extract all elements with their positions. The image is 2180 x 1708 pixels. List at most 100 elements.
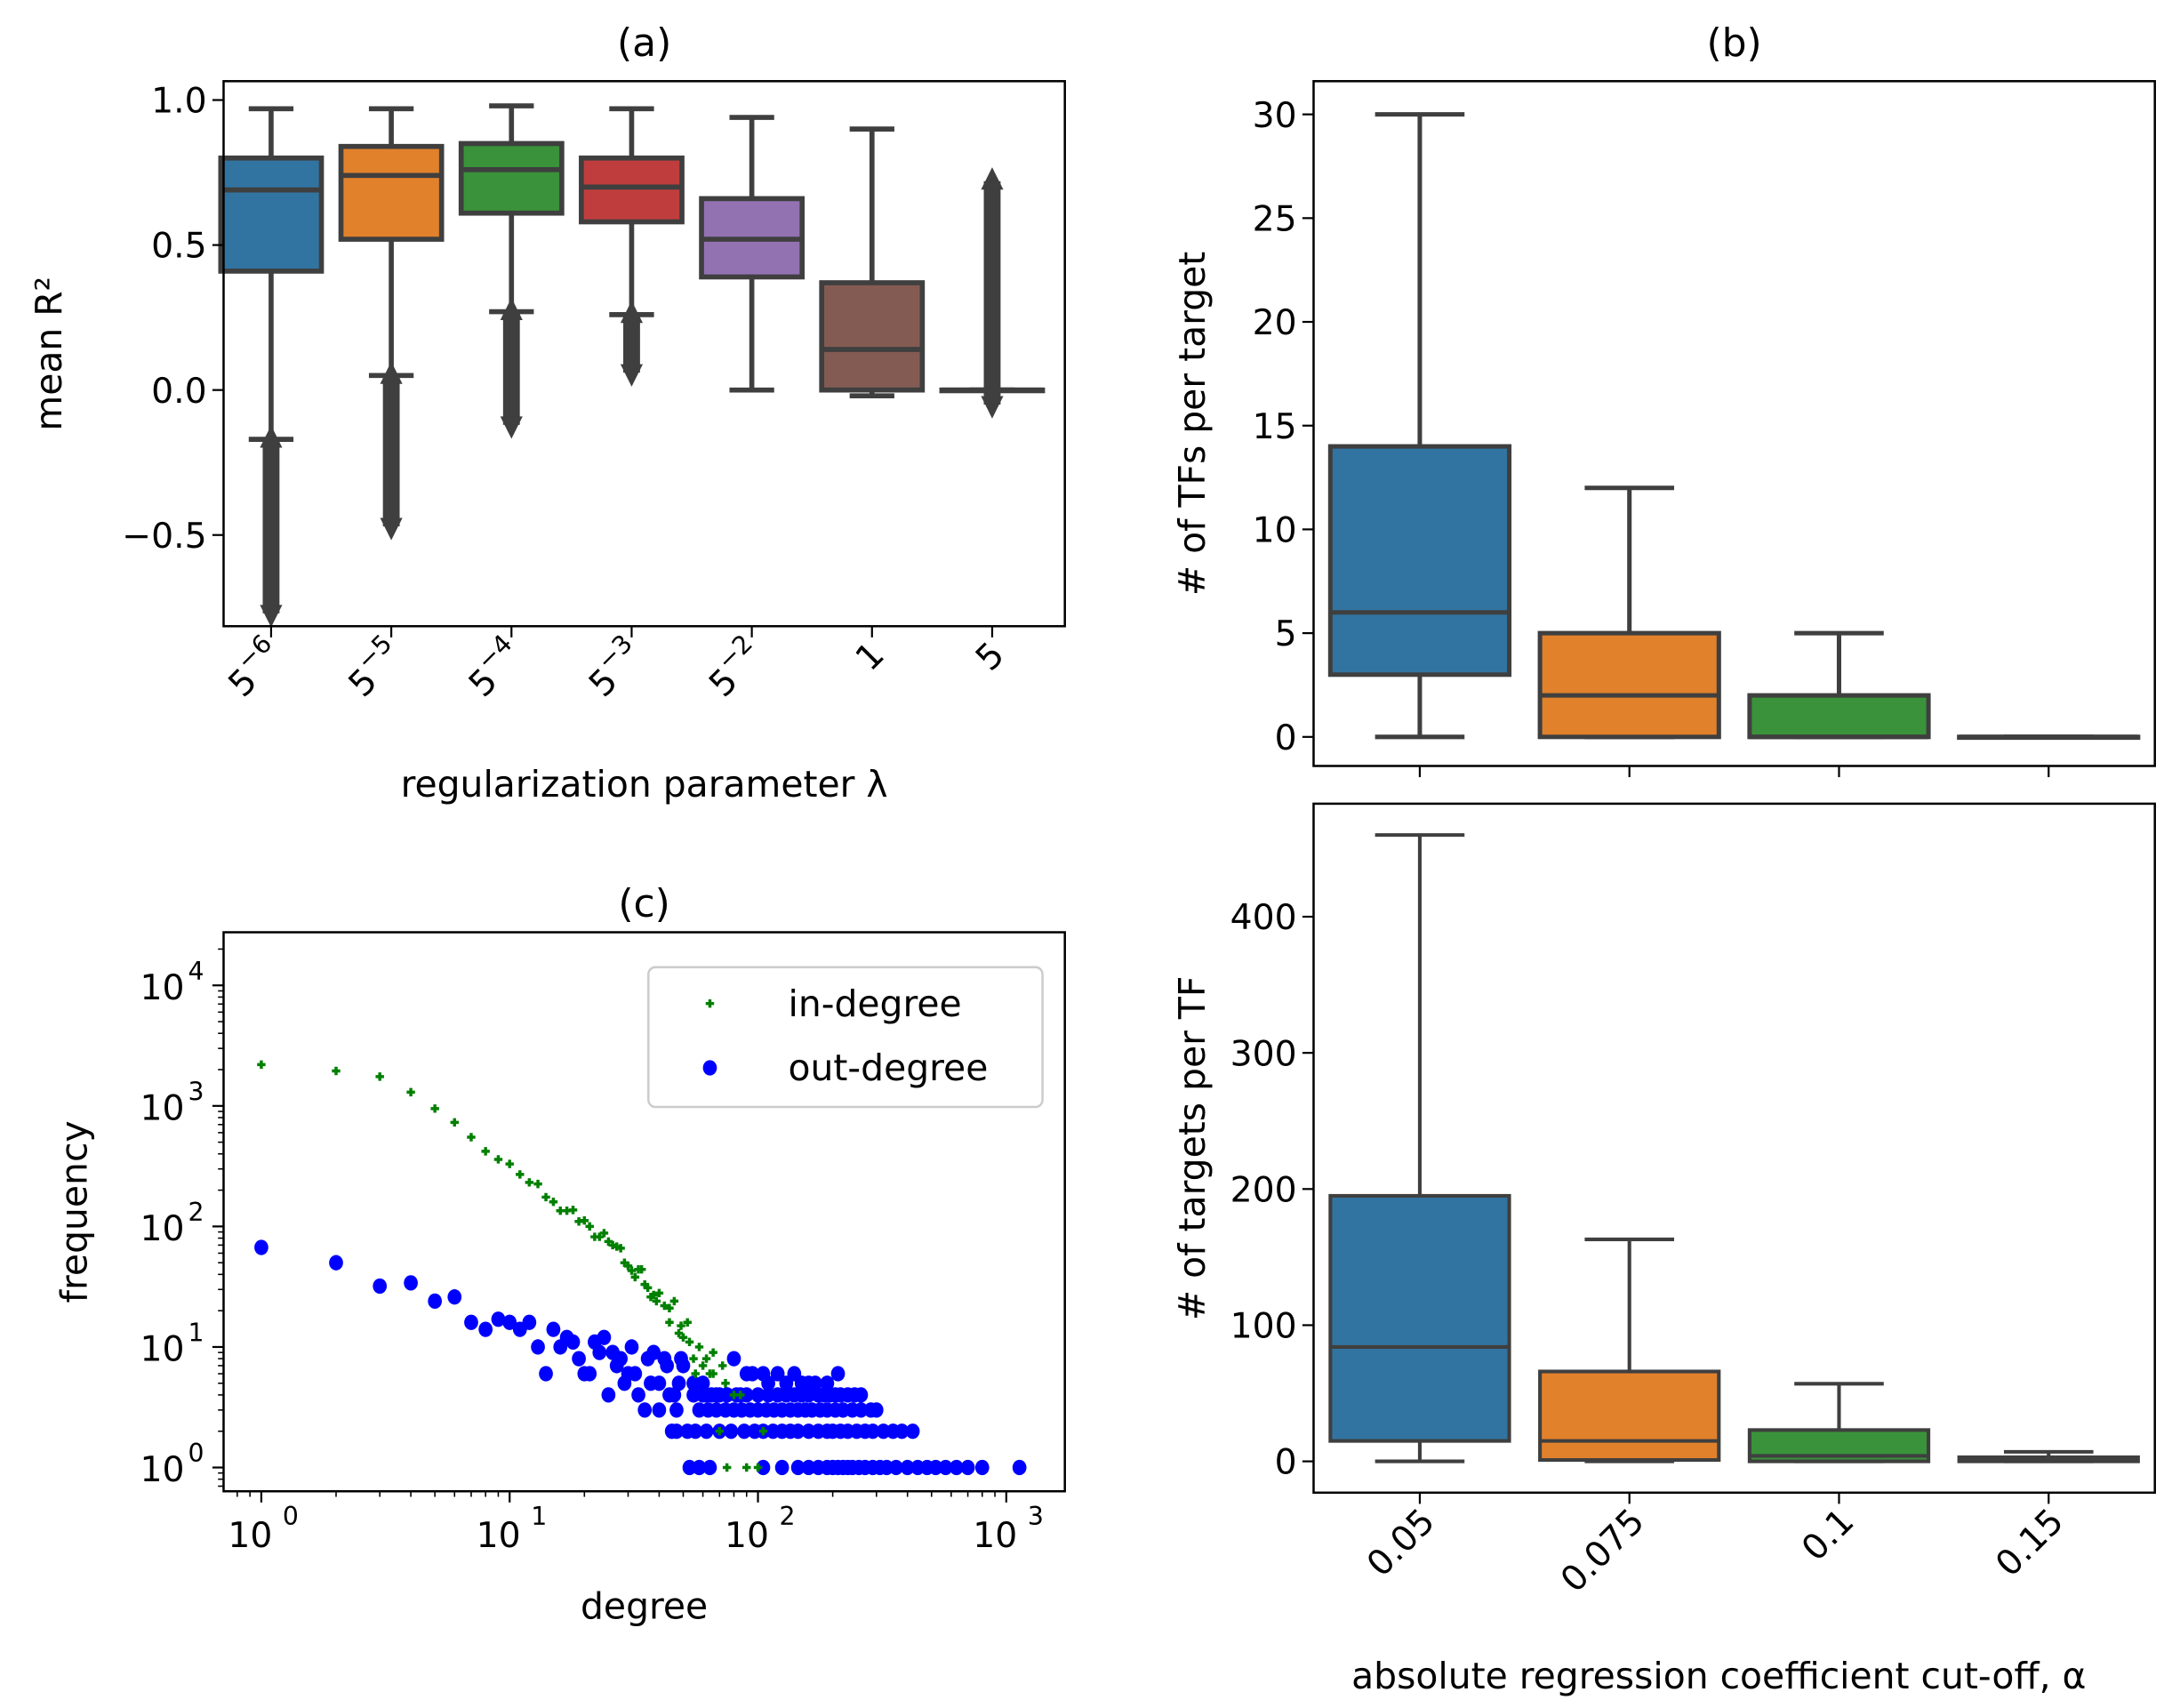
axes-frame [1312,80,2156,767]
data-point-out-degree [801,1387,816,1403]
data-point-out-degree [682,1459,697,1476]
data-point-out-degree [539,1366,553,1382]
box-iqr [1327,444,1512,678]
data-point-out-degree [808,1375,822,1391]
y-axis-label: mean R² [28,277,70,431]
data-point-in-degree [375,1072,384,1081]
data-point-out-degree [667,1387,682,1403]
box-element [1537,485,1721,740]
data-point-in-degree [467,1133,476,1142]
data-point-in-degree [677,1321,685,1330]
data-point-in-degree [623,1262,633,1271]
data-point-in-degree [660,1301,669,1311]
outlier-marker [380,361,403,384]
box-element [939,167,1046,419]
data-point-out-degree [572,1351,586,1367]
tick-base: 5 [968,635,1012,678]
data-point-out-degree [938,1459,953,1476]
box-iqr [1747,693,1931,740]
data-point-out-degree [669,1423,684,1439]
box-element [1328,833,1511,1463]
legend-marker-in-degree [705,998,715,1008]
x-tick-label: 10 [725,1516,769,1556]
data-point-out-degree [702,1459,717,1476]
data-point-in-degree [698,1361,708,1370]
box-iqr [1328,1193,1511,1443]
y-tick-exponent: 2 [188,1198,204,1227]
outlier-marker [260,425,283,448]
legend-marker-out-degree [702,1060,717,1076]
box-element [699,115,805,393]
data-point-in-degree [758,1426,768,1436]
y-tick-label: 10 [140,968,184,1008]
data-point-in-degree [516,1170,525,1179]
box-iqr [1538,1369,1721,1463]
data-point-in-degree [736,1391,745,1399]
data-point-out-degree [478,1321,493,1337]
box-element [1327,112,1512,740]
data-point-in-degree [678,1333,688,1342]
y-tick-label: 10 [140,1089,184,1129]
tick-base: 10 [140,968,184,1008]
data-point-out-degree [928,1459,943,1476]
axes-frame [222,931,1066,1493]
data-point-out-degree [726,1351,741,1367]
outlier-marker [620,364,644,387]
data-point-out-degree [652,1402,667,1418]
outlier-points [262,439,280,613]
data-point-in-degree [689,1354,698,1363]
x-tick-exponent: 3 [1028,1502,1044,1531]
data-point-out-degree [865,1423,880,1439]
outlier-points [502,311,520,425]
data-point-out-degree [1012,1459,1027,1476]
y-tick-label: 200 [1230,1170,1297,1210]
outlier-marker [620,301,644,324]
data-point-out-degree [631,1387,645,1403]
data-point-in-degree [595,1232,604,1241]
data-point-out-degree [745,1366,760,1382]
outlier-points [382,375,400,526]
data-point-out-degree [949,1459,964,1476]
x-tick-label: 10 [228,1516,272,1556]
x-tick-label: 5−4 [455,629,532,705]
x-axis-label: degree [581,1584,708,1627]
x-tick-label: 0.075 [1553,1502,1652,1600]
data-point-in-degree [665,1303,674,1312]
y-tick-label: 10 [1253,511,1297,551]
legend: in-degree out-degree [647,966,1044,1109]
tick-base: 10 [140,1450,184,1490]
x-tick-label: 5 [968,635,1012,678]
data-point-out-degree [974,1459,990,1476]
data-point-out-degree [750,1387,765,1403]
data-point-out-degree [601,1387,616,1403]
data-point-out-degree [676,1358,691,1374]
y-tick-label: 10 [140,1209,184,1249]
data-point-out-degree [894,1423,910,1439]
data-point-in-degree [406,1087,415,1097]
data-point-out-degree [739,1387,754,1403]
data-point-in-degree [430,1104,439,1113]
data-point-out-degree [254,1239,268,1255]
y-tick-label: −0.5 [122,517,206,557]
x-tick-label: 5−5 [335,629,412,705]
x-tick-label: 5−3 [575,629,652,705]
data-point-in-degree [654,1288,664,1298]
data-point-out-degree [820,1375,835,1391]
data-point-in-degree [709,1348,717,1357]
y-tick-label: 100 [1230,1307,1297,1347]
data-point-out-degree [652,1375,667,1391]
data-point-out-degree [790,1459,805,1476]
box-element [1957,734,2141,741]
data-point-out-degree [565,1334,581,1350]
data-point-in-degree [643,1283,653,1293]
tick-base: 10 [140,1089,184,1129]
y-tick-label: 30 [1253,96,1297,136]
data-point-in-degree [585,1222,594,1231]
data-point-out-degree [854,1387,869,1403]
data-point-in-degree [742,1463,751,1472]
data-point-out-degree [688,1423,703,1439]
box-element [1747,1382,1931,1463]
data-point-in-degree [753,1463,763,1472]
data-point-out-degree [801,1459,816,1476]
